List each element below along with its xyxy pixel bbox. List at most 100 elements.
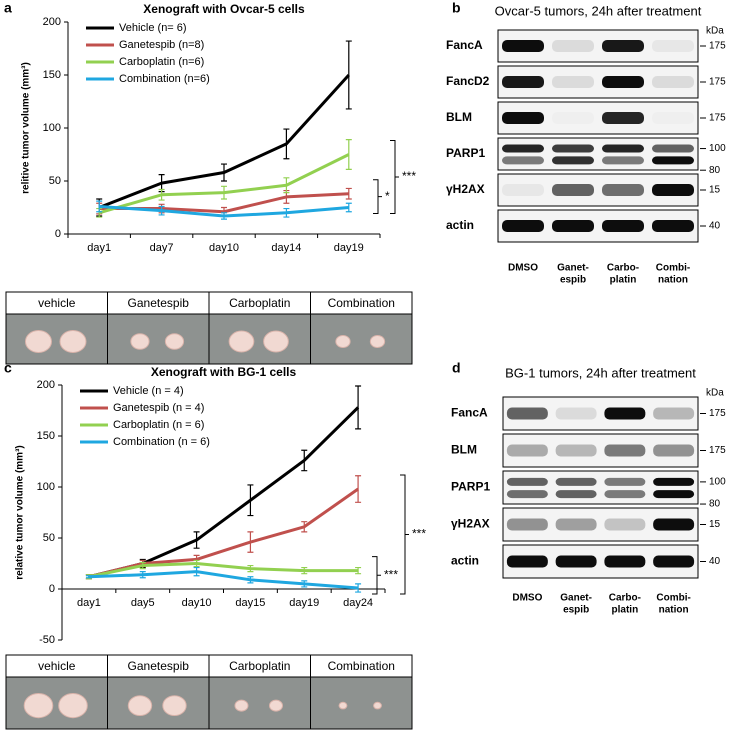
blot-row — [502, 470, 699, 505]
blot-row-label: BLM — [446, 110, 472, 124]
blot-row-label: actin — [446, 218, 474, 232]
photo-label: Combination — [328, 659, 395, 673]
blot-band — [653, 490, 695, 499]
blot-band — [502, 144, 544, 153]
blot-row-label: γH2AX — [446, 182, 485, 196]
blot-band — [506, 518, 548, 531]
tumor — [369, 334, 386, 349]
kda-label: kDa — [706, 388, 724, 399]
lane-label: DMSO — [512, 593, 542, 604]
tumor — [127, 695, 153, 716]
legend-label: Combination (n=6) — [119, 73, 210, 85]
tumor — [228, 330, 255, 353]
blot-band — [652, 76, 694, 88]
series-line — [88, 487, 359, 579]
blot-row-label: FancD2 — [446, 74, 490, 88]
blot-band — [602, 76, 644, 88]
lane-label: espib — [563, 605, 589, 616]
significance-bracket — [400, 474, 409, 595]
y-tick-label: 150 — [43, 69, 61, 81]
blot-band — [552, 220, 594, 232]
tumor — [130, 333, 150, 350]
y-axis-label: relitive tumor volume (mm³) — [21, 62, 32, 194]
tumor — [23, 693, 54, 719]
blot-band — [552, 76, 594, 88]
y-tick-label: 0 — [49, 583, 55, 595]
blot-row — [497, 137, 699, 171]
blot-band — [602, 220, 644, 232]
blot-band — [502, 112, 544, 124]
blot-row-label: FancA — [451, 406, 488, 420]
blot-band — [652, 156, 694, 165]
blot-band — [555, 490, 597, 499]
blot-band — [502, 220, 544, 232]
blot-band — [652, 144, 694, 153]
legend-label: Carboplatin (n = 6) — [113, 419, 204, 431]
lane-label: Combi- — [656, 593, 690, 604]
marker-label: 175 — [709, 113, 726, 124]
blot-band — [552, 112, 594, 124]
lane-label: Ganet- — [557, 263, 589, 274]
significance-label: *** — [402, 169, 416, 183]
blot-band — [502, 40, 544, 52]
panel-label: c — [4, 360, 12, 376]
blot-band — [653, 477, 695, 486]
legend-label: Vehicle (n= 6) — [119, 22, 187, 34]
x-tick-label: day19 — [334, 242, 364, 254]
y-axis-label: relative tumor volume (mm³) — [15, 445, 26, 579]
lane-label: espib — [560, 275, 586, 286]
photo-label: vehicle — [38, 296, 76, 310]
x-tick-label: day14 — [271, 242, 301, 254]
blot-band — [604, 444, 646, 457]
tumor — [164, 333, 185, 350]
blot-band — [552, 156, 594, 165]
lane-label: platin — [610, 275, 637, 286]
x-tick-label: day1 — [77, 597, 101, 609]
series-line — [88, 562, 359, 579]
blot-title: Ovcar-5 tumors, 24h after treatment — [495, 3, 702, 18]
blot-row-label: PARP1 — [451, 480, 490, 494]
blot-band — [506, 490, 548, 499]
marker-label: 80 — [709, 165, 721, 176]
blot-band — [502, 76, 544, 88]
blot-band — [653, 518, 695, 531]
blot-band — [604, 477, 646, 486]
blot-band — [506, 477, 548, 486]
blot-row — [502, 433, 699, 468]
legend-label: Vehicle (n = 4) — [113, 385, 184, 397]
blot-row-label: γH2AX — [451, 517, 490, 531]
blot-band — [552, 144, 594, 153]
y-tick-label: 50 — [49, 175, 61, 187]
marker-label: 40 — [709, 221, 721, 232]
x-tick-label: day19 — [289, 597, 319, 609]
lane-label: Ganet- — [560, 593, 592, 604]
marker-label: 175 — [709, 408, 726, 419]
x-tick-label: day10 — [182, 597, 212, 609]
photo-label: Combination — [328, 296, 395, 310]
series-line — [98, 73, 350, 209]
blot-band — [602, 184, 644, 196]
blot-band — [555, 444, 597, 457]
x-tick-label: day1 — [87, 242, 111, 254]
significance-bracket — [373, 179, 382, 214]
blot-band — [602, 144, 644, 153]
lane-label: DMSO — [508, 263, 538, 274]
tumor — [58, 693, 88, 719]
photo-label: Carboplatin — [229, 659, 290, 673]
blot-band — [604, 555, 646, 568]
blot-band — [602, 156, 644, 165]
panel-label: d — [452, 360, 461, 376]
blot-band — [653, 555, 695, 568]
kda-label: kDa — [706, 26, 724, 37]
marker-label: 175 — [709, 445, 726, 456]
y-tick-label: 200 — [43, 16, 61, 28]
blot-band — [502, 156, 544, 165]
y-tick-label: 0 — [55, 228, 61, 240]
blot-band — [506, 444, 548, 457]
blot-band — [604, 407, 646, 420]
significance-label: *** — [412, 527, 426, 541]
series-line — [99, 204, 349, 218]
series-line — [98, 153, 350, 215]
photo-label: vehicle — [38, 659, 76, 673]
